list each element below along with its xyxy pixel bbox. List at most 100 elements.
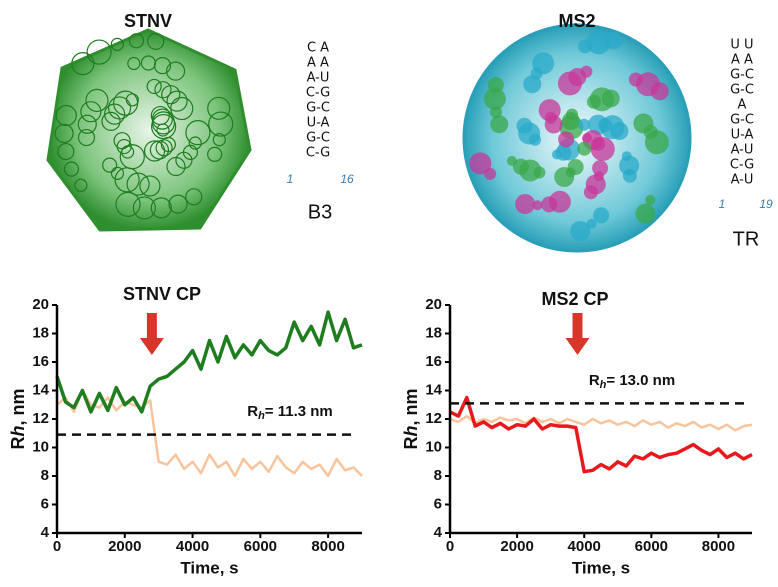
capsid-detail [119,144,145,170]
reference-label-part: R [247,403,258,420]
x-tick-label: 2000 [108,538,141,555]
hairpin-line: G-C [730,83,754,98]
capsid-detail [566,108,579,121]
hairpin-line: C-G [730,158,754,173]
capsid-detail [645,194,656,205]
capsid-detail [551,149,562,160]
y-tick-label: 6 [434,495,442,512]
capsid-detail [610,122,629,141]
capsid-detail [110,37,124,51]
y-axis-label-part: , nm [8,388,28,425]
hairpin-line: U-A [731,128,754,143]
capsid-detail [54,123,74,144]
y-axis-label: Rh, nm [8,388,28,449]
capsid-detail [185,120,211,146]
y-axis-label-part: R [8,437,28,450]
capsid-detail [126,172,150,196]
capsid-detail [77,128,96,147]
capsid-detail [150,197,172,219]
capsid-detail [538,99,561,122]
capsid-detail [558,131,575,148]
capsid-detail [583,185,598,200]
capsid-detail [622,168,637,183]
position-start: 1 [719,197,726,211]
capsid-detail [212,133,226,147]
capsid-detail [188,136,202,150]
x-tick-label: 0 [446,538,454,555]
y-tick-label: 18 [425,324,442,341]
position-end: 16 [340,172,354,186]
structure-title: STNV [124,11,172,31]
injection-arrow [565,313,590,355]
capsid-detail [469,152,492,175]
capsid-detail [487,76,504,93]
capsid-detail [506,155,517,166]
reference-label-part: = 13.0 nm [606,372,675,389]
capsid-detail [80,101,102,123]
capsid-detail [146,78,162,95]
capsid-detail [644,130,669,155]
capsid-detail [161,85,181,105]
capsid-detail [512,158,529,175]
chart-title: MS2 CP [541,289,608,309]
capsid-detail [483,87,506,110]
hairpin-line: U-A [307,116,330,131]
y-tick-label: 10 [425,438,442,455]
capsid-detail [532,52,555,75]
x-axis-label: Time, s [180,558,238,577]
y-tick-label: 4 [41,524,50,541]
capsid-detail [490,115,509,134]
hairpin-line: G-C [306,101,330,116]
capsid-detail [580,65,593,78]
capsid-detail [650,82,669,101]
position-start: 1 [287,172,294,186]
capsid-detail [71,52,95,76]
capsid-detail [166,90,188,112]
capsid-detail [128,33,145,49]
reference-label-part: R [589,372,600,389]
capsid-detail [208,111,234,137]
x-tick-label: 8000 [311,538,344,555]
hairpin-line: U U [730,38,753,53]
structure-title: MS2 [558,11,595,31]
y-axis-label-part: R [401,437,421,450]
capsid-detail [85,88,109,112]
data-line [56,389,363,478]
capsid-detail [139,175,161,197]
capsid-detail [570,220,591,241]
capsid-detail [541,196,558,213]
hairpin-line: C-G [306,146,330,161]
capsid-images [46,23,692,253]
capsid-detail [515,194,536,215]
y-tick-label: 14 [425,381,442,398]
capsid-detail [127,56,141,71]
capsid-detail [55,104,77,127]
capsid-detail [604,31,623,50]
y-tick-label: 6 [41,495,49,512]
y-tick-label: 10 [32,438,49,455]
y-tick-label: 16 [425,353,442,370]
capsid-detail [593,207,610,224]
capsid-detail [132,196,156,220]
capsid-detail [77,114,97,134]
reference-label-part: = 11.3 nm [265,403,333,420]
hairpin-line: C-G [306,86,330,101]
capsid-detail [110,166,125,180]
x-tick-label: 4000 [176,538,209,555]
hairpin-line: A-U [731,173,754,188]
capsid-detail [57,142,75,161]
capsid-detail [185,188,203,206]
capsid-detail [63,161,80,177]
capsid-detail [586,30,611,55]
y-tick-label: 12 [32,410,49,427]
capsid-detail [182,144,199,160]
y-axis-label-part: h [401,426,421,437]
y-tick-label: 20 [425,296,442,313]
x-tick-label: 6000 [244,538,277,555]
injection-arrow [139,313,164,355]
hairpin-line: A [738,98,747,113]
hairpin-line: G-C [306,131,330,146]
y-axis-label-part: h [8,426,28,437]
capsid-detail [160,136,176,153]
